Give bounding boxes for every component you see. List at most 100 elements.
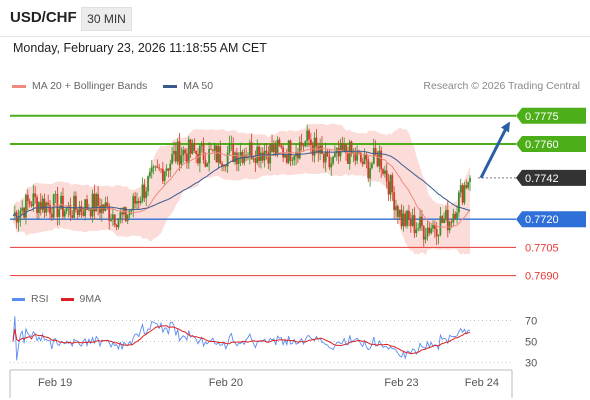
candle-body xyxy=(193,143,196,151)
legend-swatch-rsi xyxy=(12,297,25,301)
candle-body xyxy=(284,155,286,158)
candle-body xyxy=(17,217,20,223)
candle-body xyxy=(306,130,309,142)
candle-body xyxy=(422,226,425,240)
time-axis-label-1: Feb 20 xyxy=(209,377,243,389)
price-legend: MA 20 + Bollinger Bands MA 50 xyxy=(12,80,229,92)
level-tag-text-2: 0.7742 xyxy=(525,173,559,185)
legend-item-rsi: RSI xyxy=(12,293,49,305)
candle-body xyxy=(123,207,125,215)
rsi-line xyxy=(12,316,471,361)
candle-body xyxy=(324,151,327,163)
candle-body xyxy=(454,213,457,220)
candle-body xyxy=(339,143,342,157)
candle-body xyxy=(54,194,57,195)
candle-body xyxy=(15,212,18,223)
candle-body xyxy=(343,144,346,151)
candle-body xyxy=(187,139,190,164)
candle-body xyxy=(228,144,231,153)
header-divider xyxy=(0,36,590,37)
candle-body xyxy=(424,236,427,240)
candle-body xyxy=(280,145,283,148)
legend-item-ma50: MA 50 xyxy=(163,80,213,92)
candle-body xyxy=(152,166,155,168)
candle-body xyxy=(87,209,90,211)
candle-body xyxy=(369,168,371,179)
level-tag-bg-2 xyxy=(516,169,586,186)
candle-body xyxy=(346,153,349,164)
candle-body xyxy=(432,224,434,229)
candle-body xyxy=(154,166,157,168)
candle-body xyxy=(219,146,222,164)
candle-body xyxy=(36,197,38,213)
candle-body xyxy=(378,150,381,167)
candle-body xyxy=(78,206,81,215)
candle-body xyxy=(445,210,447,220)
rsi-tick-0: 30 xyxy=(525,358,537,370)
candle-body xyxy=(141,184,144,201)
candle-body xyxy=(93,193,96,212)
candle-body xyxy=(311,144,314,156)
candle-body xyxy=(198,145,201,164)
candle-body xyxy=(450,221,453,223)
candle-body xyxy=(26,194,29,202)
candle-body xyxy=(315,137,318,147)
candle-body xyxy=(86,199,88,210)
candle-body xyxy=(361,161,364,165)
candle-body xyxy=(215,145,218,163)
candle-body xyxy=(408,210,410,220)
candle-body xyxy=(365,153,368,160)
candle-body xyxy=(124,207,127,221)
candle-body xyxy=(235,152,238,164)
candle-body xyxy=(137,201,140,203)
candle-body xyxy=(380,150,383,170)
candle-body xyxy=(21,207,24,211)
candle-body xyxy=(224,165,227,167)
candle-body xyxy=(197,154,199,164)
candle-body xyxy=(132,196,135,210)
candle-body xyxy=(276,139,279,156)
candle-body xyxy=(383,170,386,174)
chart-datetime: Monday, February 23, 2026 11:18:55 AM CE… xyxy=(13,41,267,55)
candle-body xyxy=(62,195,64,217)
candle-body xyxy=(302,145,305,147)
candle-body xyxy=(396,206,399,217)
level-tag-text-4: 0.7705 xyxy=(525,242,559,254)
timeframe-button[interactable]: 30 MIN xyxy=(81,7,132,31)
candle-body xyxy=(317,146,320,154)
level-label-1: 0.7760 xyxy=(516,136,586,152)
candle-body xyxy=(376,154,379,167)
candle-body xyxy=(272,144,275,152)
legend-item-9ma: 9MA xyxy=(60,293,101,305)
level-tag-text-3: 0.7720 xyxy=(525,214,559,226)
level-tag-text-5: 0.7690 xyxy=(525,271,559,283)
level-label-2: 0.7742 xyxy=(516,169,586,186)
candle-body xyxy=(39,202,42,210)
candle-body xyxy=(389,175,392,195)
candle-body xyxy=(448,221,451,231)
candle-body xyxy=(354,152,357,161)
candle-body xyxy=(239,151,242,158)
legend-item-ma20: MA 20 + Bollinger Bands xyxy=(12,80,147,92)
ma50-line xyxy=(12,150,471,218)
candle-body xyxy=(34,193,37,198)
candle-body xyxy=(265,150,268,153)
candle-body xyxy=(110,219,112,221)
level-tag-bg-3 xyxy=(516,211,586,228)
candle-body xyxy=(260,152,262,161)
candle-body xyxy=(28,201,31,205)
candle-body xyxy=(30,204,33,207)
candle-body xyxy=(234,152,236,163)
candle-body xyxy=(191,143,194,154)
candle-body xyxy=(426,227,429,237)
candle-body xyxy=(293,156,296,161)
chart-header: USD/CHF 30 MIN xyxy=(0,0,590,36)
candle-body xyxy=(256,146,259,163)
candle-body xyxy=(446,210,449,231)
candle-body xyxy=(402,213,405,227)
candle-body xyxy=(287,140,290,163)
candle-body xyxy=(350,141,353,154)
candle-body xyxy=(63,210,66,217)
candle-body xyxy=(456,212,458,220)
